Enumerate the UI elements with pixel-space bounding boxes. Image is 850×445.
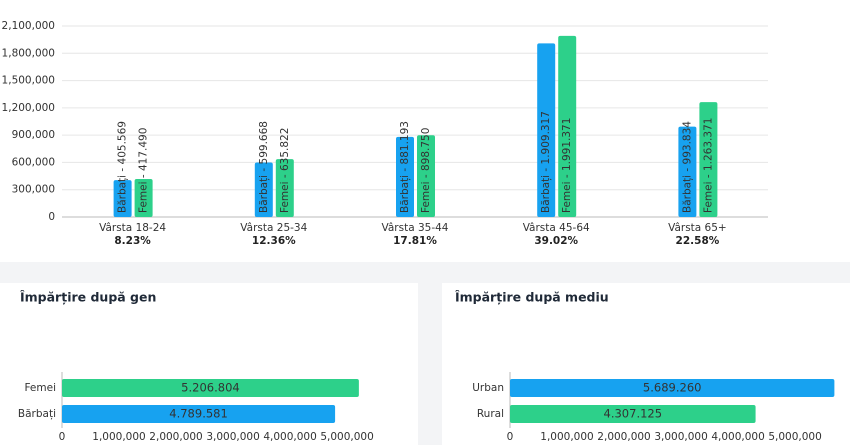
y-tick-label: 1,800,000 (2, 47, 55, 59)
y-tick-label: 2,100,000 (2, 20, 55, 32)
bar-value-label: Bărbați - 1.909.317 (540, 111, 552, 213)
y-tick-label: 1,200,000 (2, 102, 55, 114)
y-tick-label: 900,000 (12, 129, 55, 141)
bar-value-label: 4.789.581 (169, 407, 228, 421)
bar (537, 43, 556, 217)
card-title: Împărțire după mediu (455, 290, 609, 305)
x-tick-label: 1,000,000 (540, 431, 593, 443)
x-tick-label: Vârsta 65+ (668, 222, 727, 234)
x-tick-label: 1,000,000 (92, 431, 145, 443)
bar (417, 135, 435, 217)
bar-value-label: 5.206.804 (181, 381, 240, 395)
bar-value-label: 4.307.125 (604, 407, 663, 421)
y-tick-label: 600,000 (12, 156, 55, 168)
x-tick-label: 3,000,000 (206, 431, 259, 443)
bar-value-label: 5.689.260 (643, 381, 702, 395)
bar-value-label: Femei - 898.750 (420, 128, 432, 213)
bar (134, 179, 153, 217)
y-tick-label: Urban (472, 382, 504, 394)
x-tick-label: 4,000,000 (263, 431, 316, 443)
x-tick-label: Vârsta 18-24 (99, 222, 166, 234)
bar-value-label: Bărbați - 993.834 (681, 121, 693, 213)
x-tick-label: Vârsta 25-34 (240, 222, 307, 234)
bar-value-label: Bărbați - 405.569 (117, 121, 129, 213)
bar (510, 379, 835, 397)
y-tick-label: Femei (24, 382, 56, 394)
x-tick-label: 0 (59, 431, 66, 443)
share-label: 12.36% (252, 235, 296, 247)
bar (62, 405, 336, 423)
bar (678, 126, 697, 217)
y-tick-label: 0 (48, 211, 55, 223)
y-tick-label: Rural (477, 408, 504, 420)
share-label: 39.02% (534, 235, 578, 247)
bar (62, 379, 359, 397)
separator (418, 283, 442, 445)
x-tick-label: 2,000,000 (597, 431, 650, 443)
y-tick-label: Bărbați (18, 408, 56, 420)
x-tick-label: 5,000,000 (320, 431, 373, 443)
y-tick-label: 300,000 (12, 184, 55, 196)
bar-value-label: Femei - 1.263.371 (702, 118, 714, 213)
bar (275, 159, 294, 217)
y-tick-label: 1,500,000 (2, 75, 55, 87)
x-tick-label: 4,000,000 (711, 431, 764, 443)
x-tick-label: Vârsta 45-64 (523, 222, 590, 234)
x-tick-label: 5,000,000 (768, 431, 821, 443)
x-tick-label: 0 (507, 431, 514, 443)
bar-value-label: Bărbați - 599.668 (258, 121, 270, 213)
x-tick-label: 3,000,000 (654, 431, 707, 443)
x-tick-label: 2,000,000 (149, 431, 202, 443)
share-label: 22.58% (676, 235, 720, 247)
bar (113, 180, 132, 217)
x-tick-label: Vârsta 35-44 (382, 222, 449, 234)
bar-value-label: Femei - 1.991.371 (561, 118, 573, 213)
share-label: 8.23% (114, 235, 151, 247)
bar-value-label: Femei - 635.822 (279, 128, 291, 213)
bar (699, 102, 718, 217)
share-label: 17.81% (393, 235, 437, 247)
separator (0, 262, 850, 283)
bar (254, 162, 273, 217)
bar (558, 35, 577, 217)
bar (510, 405, 756, 423)
bar (396, 136, 414, 217)
card-title: Împărțire după gen (20, 290, 156, 305)
bar-value-label: Bărbați - 881.193 (399, 121, 411, 213)
bar-value-label: Femei - 417.490 (138, 128, 150, 213)
